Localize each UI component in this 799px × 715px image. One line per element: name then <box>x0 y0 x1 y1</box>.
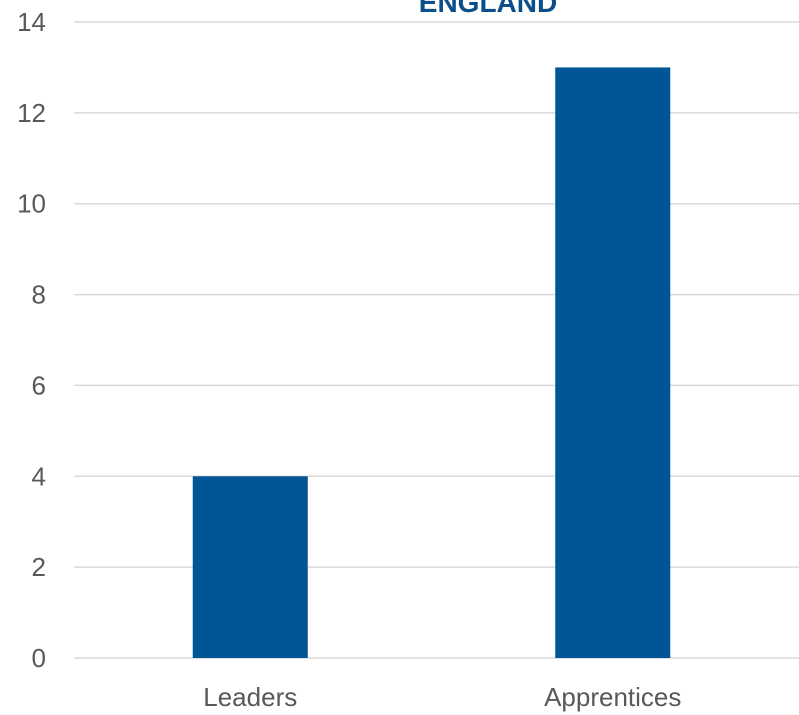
bar-apprentices <box>555 67 671 658</box>
bar-leaders <box>192 476 308 658</box>
y-tick-label: 4 <box>32 461 46 491</box>
y-tick-label: 12 <box>17 98 46 128</box>
y-tick-label: 10 <box>17 189 46 219</box>
x-category-label: Leaders <box>203 682 297 712</box>
x-axis-labels: Leaders Apprentices <box>203 682 681 712</box>
x-category-label: Apprentices <box>544 682 681 712</box>
y-tick-label: 8 <box>32 280 46 310</box>
chart-title: ENGLAND <box>419 0 557 18</box>
y-tick-label: 0 <box>32 643 46 673</box>
bars <box>192 67 671 658</box>
y-tick-label: 6 <box>32 370 46 400</box>
y-tick-label: 2 <box>32 552 46 582</box>
y-tick-label: 14 <box>17 7 46 37</box>
y-axis-ticks: 0 2 4 6 8 10 12 14 <box>17 7 46 673</box>
gridlines <box>74 21 799 659</box>
